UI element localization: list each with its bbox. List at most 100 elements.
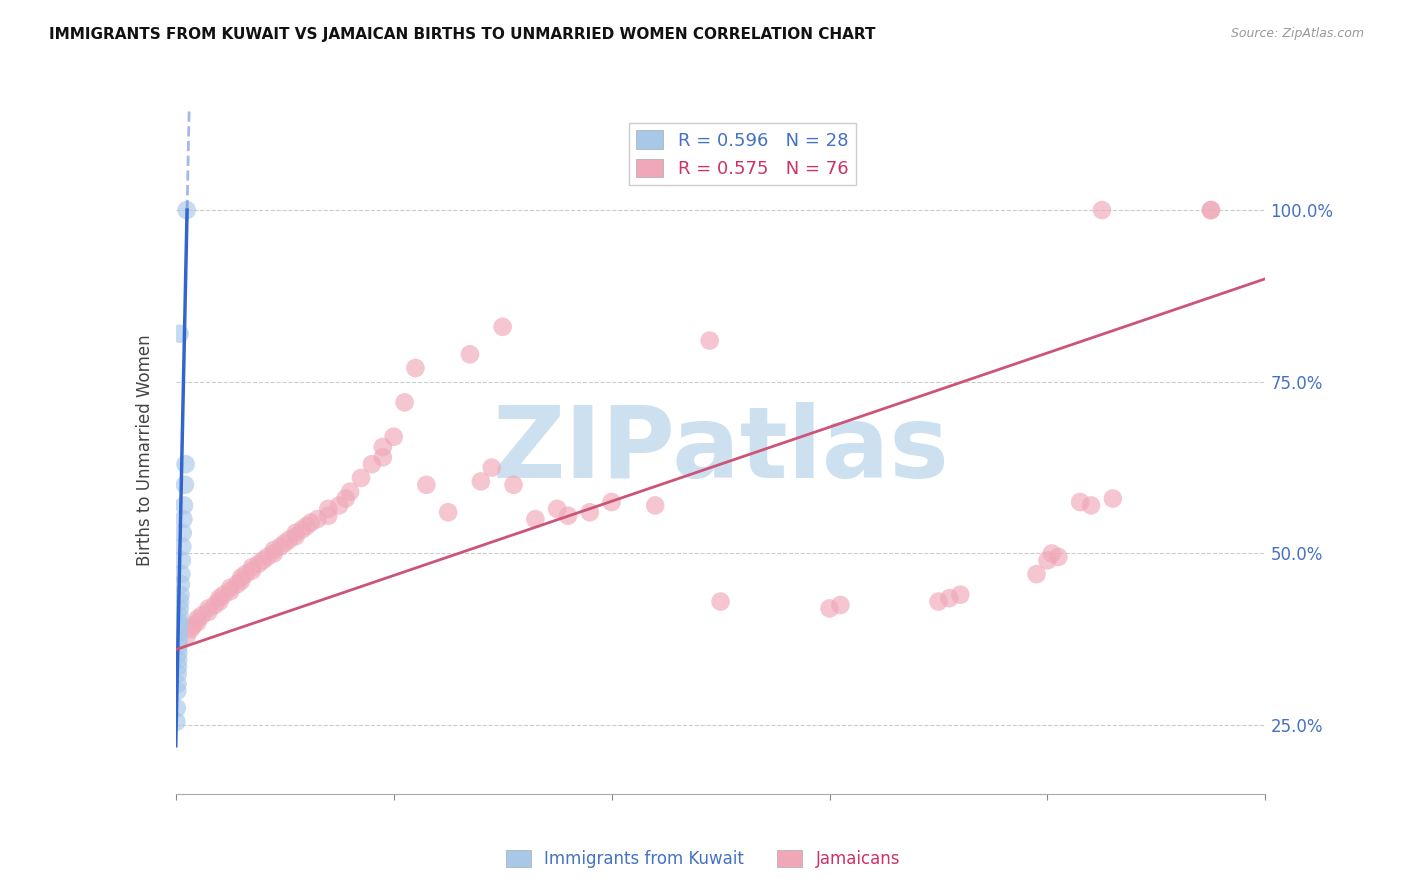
Point: [176, 203, 198, 218]
Point: [173, 499, 195, 513]
Point: [291, 523, 314, 537]
Point: [307, 512, 329, 526]
Point: [699, 334, 721, 348]
Point: [219, 581, 242, 595]
Point: [938, 591, 960, 606]
Point: [256, 549, 278, 564]
Point: [1102, 491, 1125, 506]
Point: [167, 618, 190, 632]
Point: [502, 478, 524, 492]
Point: [169, 594, 191, 608]
Point: [830, 598, 852, 612]
Point: [371, 450, 394, 465]
Point: [191, 608, 214, 623]
Point: [1025, 567, 1047, 582]
Point: [1199, 203, 1222, 218]
Point: [231, 574, 253, 588]
Point: [181, 618, 204, 632]
Point: [235, 567, 257, 582]
Point: [371, 440, 394, 454]
Point: [415, 478, 437, 492]
Point: [172, 512, 194, 526]
Point: [172, 540, 194, 554]
Point: [167, 625, 190, 640]
Point: [1199, 203, 1222, 218]
Point: [166, 677, 188, 691]
Point: [458, 347, 481, 361]
Point: [166, 666, 188, 681]
Legend: Immigrants from Kuwait, Jamaicans: Immigrants from Kuwait, Jamaicans: [499, 843, 907, 875]
Point: [174, 478, 197, 492]
Text: IMMIGRANTS FROM KUWAIT VS JAMAICAN BIRTHS TO UNMARRIED WOMEN CORRELATION CHART: IMMIGRANTS FROM KUWAIT VS JAMAICAN BIRTH…: [49, 27, 876, 42]
Point: [339, 484, 361, 499]
Point: [197, 601, 219, 615]
Point: [318, 508, 340, 523]
Point: [166, 701, 188, 715]
Point: [204, 598, 226, 612]
Point: [263, 543, 285, 558]
Point: [284, 525, 307, 540]
Point: [170, 567, 193, 582]
Text: Source: ZipAtlas.com: Source: ZipAtlas.com: [1230, 27, 1364, 40]
Point: [481, 460, 503, 475]
Point: [274, 536, 297, 550]
Point: [170, 577, 193, 591]
Point: [263, 546, 285, 561]
Point: [278, 533, 301, 547]
Point: [382, 430, 405, 444]
Point: [186, 612, 209, 626]
Point: [318, 501, 340, 516]
Text: ZIPatlas: ZIPatlas: [492, 402, 949, 499]
Point: [174, 457, 197, 471]
Point: [169, 601, 191, 615]
Point: [169, 326, 191, 341]
Point: [492, 319, 515, 334]
Point: [328, 499, 350, 513]
Point: [180, 622, 202, 636]
Point: [167, 615, 190, 630]
Point: [557, 508, 579, 523]
Point: [169, 608, 191, 623]
Point: [1080, 499, 1102, 513]
Point: [928, 594, 950, 608]
Point: [240, 560, 263, 574]
Point: [437, 505, 460, 519]
Point: [1047, 549, 1070, 564]
Point: [470, 475, 492, 489]
Point: [1069, 495, 1091, 509]
Point: [219, 584, 242, 599]
Point: [225, 577, 247, 591]
Point: [212, 588, 235, 602]
Legend: R = 0.596   N = 28, R = 0.575   N = 76: R = 0.596 N = 28, R = 0.575 N = 76: [628, 123, 856, 186]
Point: [394, 395, 416, 409]
Point: [167, 632, 190, 647]
Point: [176, 629, 198, 643]
Point: [167, 653, 190, 667]
Point: [197, 605, 219, 619]
Point: [350, 471, 373, 485]
Point: [579, 505, 602, 519]
Point: [949, 588, 972, 602]
Point: [170, 553, 193, 567]
Point: [295, 519, 318, 533]
Point: [600, 495, 623, 509]
Point: [1040, 546, 1063, 561]
Point: [1091, 203, 1114, 218]
Point: [167, 639, 190, 653]
Point: [166, 683, 188, 698]
Point: [247, 557, 270, 571]
Point: [172, 525, 194, 540]
Point: [167, 660, 190, 674]
Point: [252, 553, 274, 567]
Point: [818, 601, 841, 615]
Point: [186, 615, 209, 630]
Point: [335, 491, 357, 506]
Point: [269, 540, 291, 554]
Point: [546, 501, 568, 516]
Point: [167, 646, 190, 660]
Point: [710, 594, 733, 608]
Point: [231, 570, 253, 584]
Point: [524, 512, 547, 526]
Point: [208, 594, 231, 608]
Point: [299, 516, 322, 530]
